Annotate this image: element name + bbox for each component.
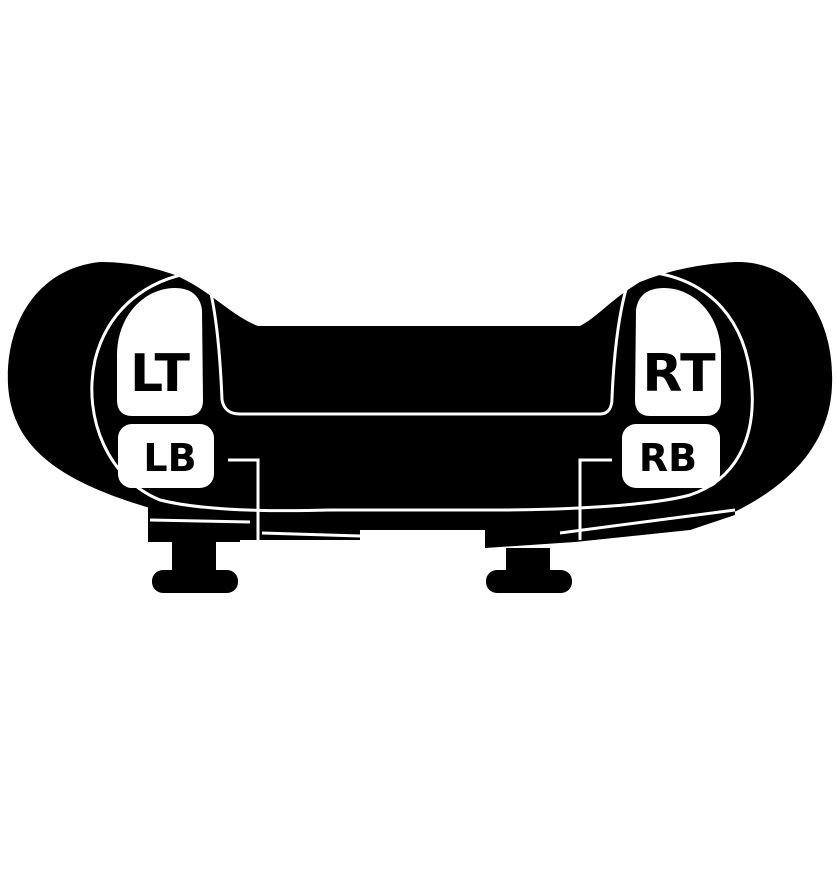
right-trigger-shape (635, 288, 721, 416)
right-bumper-label: RB (639, 436, 697, 480)
left-bumper-button[interactable]: LB (118, 424, 214, 488)
right-foot (486, 548, 572, 593)
left-foot (152, 540, 238, 593)
left-trigger-label: LT (130, 344, 191, 404)
right-trigger-label: RT (642, 344, 716, 404)
left-trigger-button[interactable]: LT (117, 288, 203, 416)
left-bumper-label: LB (143, 436, 196, 480)
right-bumper-shape (622, 424, 720, 488)
right-trigger-button[interactable]: RT (635, 288, 721, 416)
controller-outline (90, 270, 754, 540)
right-bumper-button[interactable]: RB (622, 424, 720, 488)
left-trigger-shape (117, 288, 203, 416)
left-bumper-shape (118, 424, 214, 488)
controller-base (148, 505, 360, 542)
